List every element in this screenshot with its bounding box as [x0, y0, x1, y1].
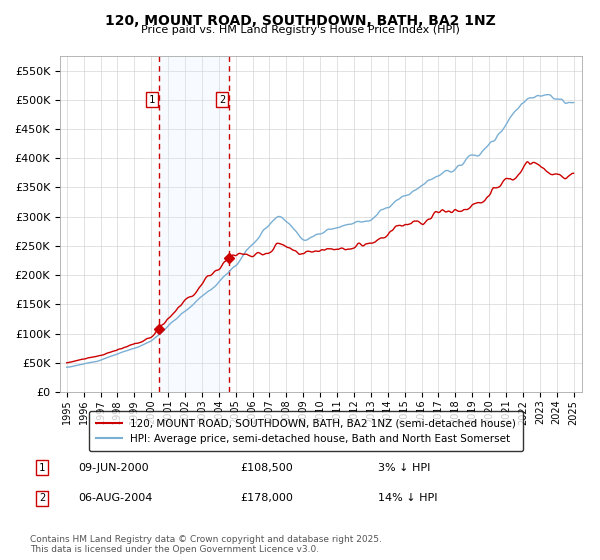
Text: 09-JUN-2000: 09-JUN-2000 [78, 463, 149, 473]
Text: £108,500: £108,500 [240, 463, 293, 473]
Bar [158, 56, 229, 392]
Text: 120, MOUNT ROAD, SOUTHDOWN, BATH, BA2 1NZ: 120, MOUNT ROAD, SOUTHDOWN, BATH, BA2 1N… [104, 14, 496, 28]
Text: £178,000: £178,000 [240, 493, 293, 503]
Text: 1: 1 [149, 95, 155, 105]
Text: 2: 2 [219, 95, 225, 105]
Text: 14% ↓ HPI: 14% ↓ HPI [378, 493, 437, 503]
Text: 06-AUG-2004: 06-AUG-2004 [78, 493, 152, 503]
Legend: 120, MOUNT ROAD, SOUTHDOWN, BATH, BA2 1NZ (semi-detached house), HPI: Average pr: 120, MOUNT ROAD, SOUTHDOWN, BATH, BA2 1N… [89, 411, 523, 451]
Text: Price paid vs. HM Land Registry's House Price Index (HPI): Price paid vs. HM Land Registry's House … [140, 25, 460, 35]
Text: 1: 1 [39, 463, 45, 473]
Text: Contains HM Land Registry data © Crown copyright and database right 2025.
This d: Contains HM Land Registry data © Crown c… [30, 535, 382, 554]
Text: 2: 2 [39, 493, 45, 503]
Text: 3% ↓ HPI: 3% ↓ HPI [378, 463, 430, 473]
